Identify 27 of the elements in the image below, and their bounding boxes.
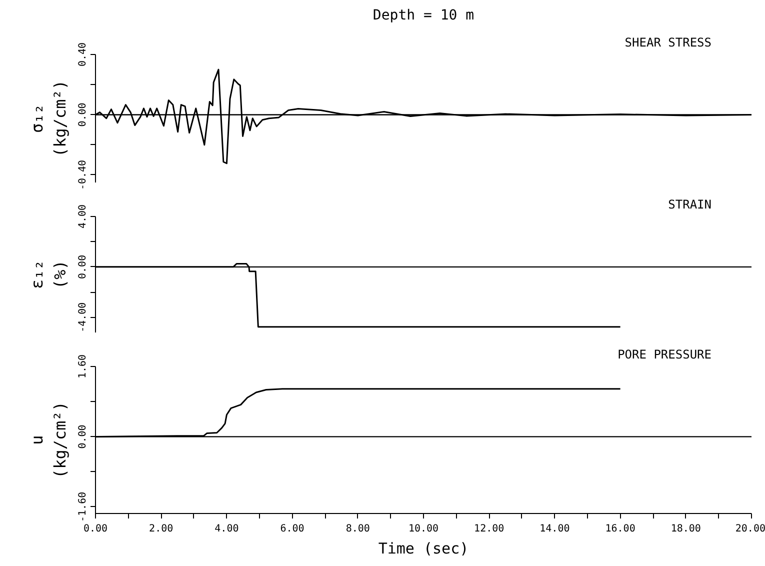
y-tick-label: 0.00 (78, 102, 88, 127)
y-axis-title: σ₁₂ (kg/cm²) (28, 80, 70, 158)
text: Depth = 10 m (372, 8, 474, 24)
x-tick-label: 12.00 (474, 524, 504, 534)
y-tick-label: -1.60 (78, 492, 88, 522)
chart-title: STRAIN (668, 198, 712, 212)
x-tick-label: 10.00 (408, 524, 439, 534)
y-tick-label: 0.40 (78, 42, 88, 67)
y-axis-title: u (kg/cm²) (28, 401, 70, 479)
x-tick-label: 4.00 (214, 524, 239, 534)
y-tick-label: -0.40 (78, 160, 88, 190)
chart-title: SHEAR STRESS (624, 36, 712, 50)
x-tick-label: 18.00 (670, 524, 701, 534)
x-tick-label: 16.00 (605, 524, 636, 534)
y-tick-label: 0.00 (78, 424, 88, 449)
x-axis-title: Time (sec) (378, 540, 469, 558)
y-tick-label: -4.00 (78, 302, 88, 332)
y-tick-label: 4.00 (78, 204, 88, 229)
x-tick-label: 14.00 (540, 524, 570, 534)
chart-title: PORE PRESSURE (618, 348, 712, 362)
x-tick-label: 6.00 (280, 524, 304, 534)
y-axis-title: ε₁₂ (%) (28, 260, 70, 289)
y-tick-label: 0.00 (78, 254, 88, 279)
x-tick-label: 20.00 (735, 524, 765, 534)
x-tick-label: 8.00 (346, 524, 370, 534)
y-tick-label: 1.60 (78, 354, 88, 379)
x-tick-label: 2.00 (149, 524, 174, 534)
